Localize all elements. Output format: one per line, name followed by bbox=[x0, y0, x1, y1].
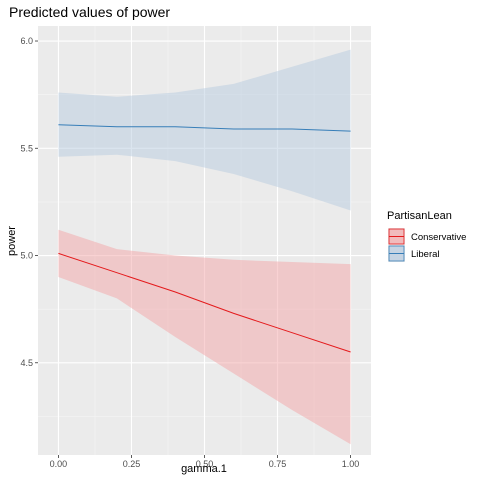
plot-area: 0.00 0.25 0.50 0.75 1.00 4.5 5.0 5.5 6.0 bbox=[20, 26, 371, 469]
x-tick-label: 0.75 bbox=[269, 459, 287, 469]
line-liberal bbox=[58, 124, 351, 132]
line-conservative bbox=[58, 252, 351, 353]
y-tick-label: 6.0 bbox=[20, 36, 33, 46]
x-tick-label: 0.00 bbox=[50, 459, 68, 469]
y-axis-label: power bbox=[6, 226, 18, 256]
legend-title: PartisanLean bbox=[387, 210, 452, 222]
x-tick-label: 0.50 bbox=[196, 459, 214, 469]
legend-label-conservative: Conservative bbox=[411, 232, 466, 243]
x-axis-label: gamma.1 bbox=[181, 463, 227, 475]
y-tick-label: 5.5 bbox=[20, 143, 33, 153]
ribbon-liberal bbox=[58, 49, 351, 211]
ribbon-conservative bbox=[58, 229, 351, 445]
legend: PartisanLean Conservative Liberal bbox=[387, 210, 466, 262]
legend-label-liberal: Liberal bbox=[411, 249, 440, 260]
y-tick-label: 4.5 bbox=[20, 358, 33, 368]
y-tick-label: 5.0 bbox=[20, 251, 33, 261]
x-tick-label: 0.25 bbox=[123, 459, 141, 469]
chart-title: Predicted values of power bbox=[9, 4, 170, 20]
x-tick-label: 1.00 bbox=[342, 459, 360, 469]
